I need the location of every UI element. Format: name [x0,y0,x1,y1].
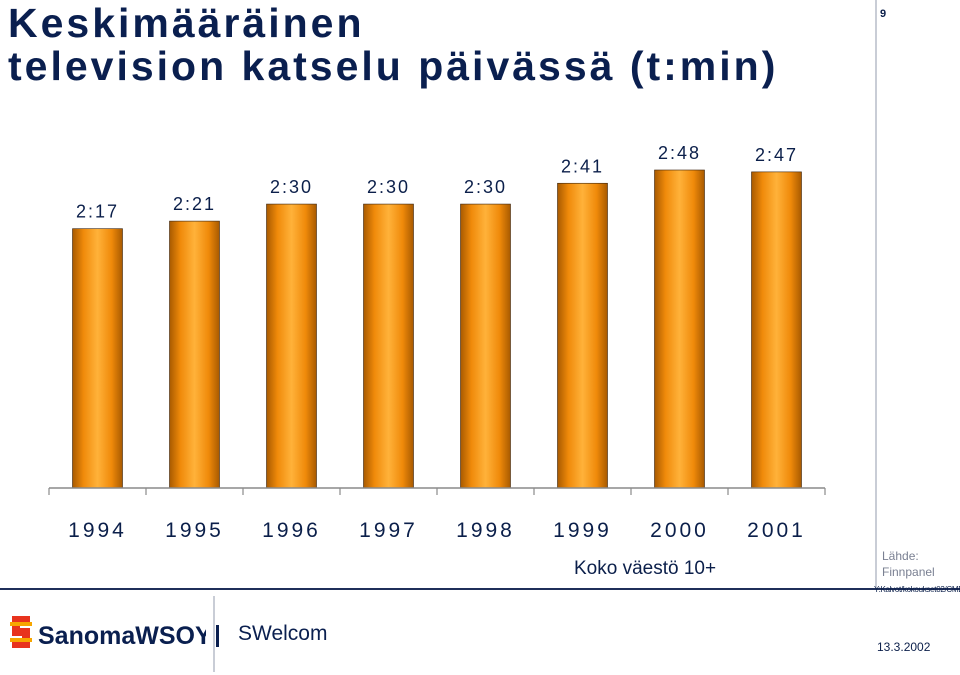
bar-1994 [72,228,123,489]
data-label-1997: 2:30 [367,177,410,197]
bar-1997 [363,203,414,489]
bar-1999 [557,182,608,489]
page-title: Keskimääräinen television katselu päiväs… [8,2,778,88]
footer-divider [0,588,960,590]
data-label-2001: 2:47 [755,145,798,165]
title-line-1: Keskimääräinen [8,0,365,46]
sanomawsoy-emblem-icon [10,616,32,648]
x-tick-label-1998: 1998 [456,519,515,542]
x-tick-label-1999: 1999 [553,519,612,542]
vertical-divider [875,0,877,588]
bar-1998 [460,203,511,489]
bar-2001 [751,171,802,489]
source-label: Lähde: [882,549,919,563]
bar-chart: 2:17 1994 2:21 1995 2:30 1996 2:30 1997 2:30 1998… [48,143,826,542]
bar-2000 [654,169,705,489]
data-label-1999: 2:41 [561,156,604,176]
brand-bar [216,625,219,647]
company-name: SanomaWSOY [38,622,206,650]
data-label-2000: 2:48 [658,143,701,163]
data-label-1996: 2:30 [270,177,313,197]
source-note: Lähde: Finnpanel [882,548,960,580]
brand-name: SWelcom [238,622,328,645]
page-number: 9 [880,8,887,20]
x-tick-label-1997: 1997 [359,519,418,542]
bar-1995 [169,220,220,489]
data-label-1998: 2:30 [464,177,507,197]
sanomawsoy-logo: SanomaWSOY [10,616,206,650]
x-tick-label-1994: 1994 [68,519,127,542]
source-name: Finnpanel [882,565,935,579]
x-tick-label-2001: 2001 [747,519,806,542]
bar-1996 [266,203,317,489]
file-path: Y:Kalvot/kokoukset02/CMD [874,585,960,594]
data-label-1994: 2:17 [76,202,119,222]
brand-divider [213,596,215,672]
date: 13.3.2002 [877,640,931,654]
data-label-1995: 2:21 [173,194,216,214]
x-axis-title: Koko väestö 10+ [574,558,717,579]
x-tick-label-1995: 1995 [165,519,224,542]
x-tick-label-1996: 1996 [262,519,321,542]
title-line-2: television katselu päivässä (t:min) [8,43,779,89]
x-tick-label-2000: 2000 [650,519,709,542]
